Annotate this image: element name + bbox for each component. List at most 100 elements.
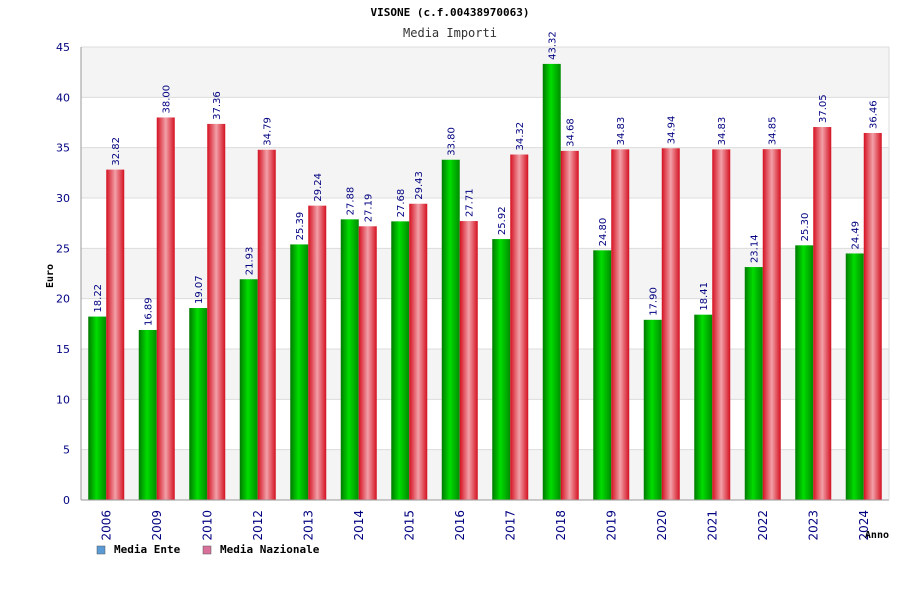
x-tick-label-2021: 2021 bbox=[705, 510, 719, 541]
data-label-media-nazionale-2013: 29.24 bbox=[313, 173, 324, 202]
data-label-media-ente-2019: 24.80 bbox=[598, 218, 609, 247]
data-label-media-nazionale-2006: 32.82 bbox=[111, 137, 122, 166]
bar-media-ente-2019 bbox=[593, 250, 612, 500]
x-tick-label-2024: 2024 bbox=[857, 510, 871, 541]
data-label-media-nazionale-2016: 27.71 bbox=[465, 188, 476, 217]
bar-media-nazionale-2024 bbox=[863, 132, 882, 500]
y-tick-label: 40 bbox=[56, 91, 70, 104]
legend: Media Ente Media Nazionale bbox=[96, 543, 320, 556]
bars bbox=[88, 63, 882, 501]
bar-media-ente-2021 bbox=[694, 314, 713, 500]
bar-media-nazionale-2013 bbox=[308, 205, 327, 500]
x-axis-title: Anno bbox=[865, 530, 889, 541]
bar-media-ente-2018 bbox=[542, 63, 561, 501]
data-label-media-ente-2012: 21.93 bbox=[245, 247, 256, 276]
bar-media-nazionale-2010 bbox=[207, 123, 226, 500]
x-tick-label-2017: 2017 bbox=[503, 510, 517, 541]
bar-media-ente-2020 bbox=[643, 319, 662, 500]
x-tick-label-2006: 2006 bbox=[99, 510, 113, 541]
data-label-media-nazionale-2012: 34.79 bbox=[263, 117, 274, 146]
data-label-media-ente-2018: 43.32 bbox=[548, 31, 559, 60]
data-label-media-nazionale-2024: 36.46 bbox=[869, 100, 880, 129]
data-label-media-nazionale-2009: 38.00 bbox=[162, 85, 173, 114]
data-labels: 18.22 32.82 16.89 38.00 19.07 37.36 21.93 34.79… bbox=[93, 31, 880, 326]
bar-media-nazionale-2023 bbox=[813, 127, 832, 500]
y-tick-label: 10 bbox=[56, 393, 70, 406]
y-tick-label: 0 bbox=[63, 494, 70, 507]
x-tick-label-2009: 2009 bbox=[150, 510, 164, 541]
y-tick-label: 35 bbox=[56, 142, 70, 155]
bar-media-nazionale-2006 bbox=[106, 169, 125, 500]
chart-subtitle: Media Importi bbox=[403, 26, 497, 40]
bar-media-ente-2012 bbox=[239, 279, 258, 500]
x-tick-label-2019: 2019 bbox=[604, 510, 618, 541]
bar-media-nazionale-2014 bbox=[358, 226, 377, 500]
bar-media-nazionale-2019 bbox=[611, 149, 630, 501]
x-tick-label-2018: 2018 bbox=[554, 510, 568, 541]
chart-title: VISONE (c.f.00438970063) bbox=[371, 6, 530, 19]
y-tick-label: 45 bbox=[56, 41, 70, 54]
data-label-media-ente-2013: 25.39 bbox=[295, 212, 306, 241]
data-label-media-nazionale-2023: 37.05 bbox=[818, 94, 829, 123]
y-tick-label: 15 bbox=[56, 343, 70, 356]
data-label-media-nazionale-2017: 34.32 bbox=[515, 122, 526, 151]
legend-label-media-ente: Media Ente bbox=[114, 543, 181, 556]
bar-media-ente-2010 bbox=[189, 308, 208, 500]
bar-media-nazionale-2009 bbox=[156, 117, 175, 500]
data-label-media-nazionale-2015: 29.43 bbox=[414, 171, 425, 200]
plot-band bbox=[81, 47, 889, 98]
y-tick-label: 5 bbox=[63, 444, 70, 457]
bar-media-nazionale-2018 bbox=[560, 150, 579, 500]
data-label-media-ente-2022: 23.14 bbox=[750, 234, 761, 263]
data-label-media-nazionale-2022: 34.85 bbox=[768, 117, 779, 146]
bar-media-ente-2013 bbox=[290, 244, 309, 500]
x-tick-label-2015: 2015 bbox=[402, 510, 416, 541]
x-tick-label-2020: 2020 bbox=[655, 510, 669, 541]
x-tick-labels: 2006 2009 2010 2012 2013 2014 2015 2016 2017 2018… bbox=[99, 510, 871, 541]
data-label-media-ente-2016: 33.80 bbox=[447, 127, 458, 156]
bar-media-ente-2009 bbox=[138, 329, 157, 500]
bar-media-nazionale-2012 bbox=[257, 149, 276, 500]
axes bbox=[80, 47, 890, 501]
x-tick-label-2016: 2016 bbox=[453, 510, 467, 541]
bar-media-nazionale-2020 bbox=[661, 148, 680, 500]
data-label-media-ente-2021: 18.41 bbox=[699, 282, 710, 311]
legend-label-media-nazionale: Media Nazionale bbox=[220, 543, 320, 556]
bar-media-ente-2014 bbox=[340, 219, 359, 500]
data-label-media-nazionale-2020: 34.94 bbox=[667, 116, 678, 145]
bar-media-ente-2024 bbox=[845, 253, 864, 500]
y-tick-labels: 0 5 10 15 20 25 30 35 40 45 bbox=[56, 41, 70, 507]
data-label-media-ente-2010: 19.07 bbox=[194, 275, 205, 304]
data-label-media-nazionale-2014: 27.19 bbox=[364, 194, 375, 223]
x-tick-label-2012: 2012 bbox=[251, 510, 265, 541]
x-tick-label-2014: 2014 bbox=[352, 510, 366, 541]
data-label-media-ente-2023: 25.30 bbox=[800, 213, 811, 242]
bar-media-nazionale-2022 bbox=[762, 149, 781, 500]
bar-media-nazionale-2015 bbox=[409, 203, 428, 500]
y-axis-title: Euro bbox=[45, 264, 56, 288]
x-tick-label-2013: 2013 bbox=[301, 510, 315, 541]
data-label-media-nazionale-2019: 34.83 bbox=[616, 117, 627, 146]
data-label-media-ente-2015: 27.68 bbox=[396, 189, 407, 218]
data-label-media-ente-2009: 16.89 bbox=[144, 297, 155, 326]
bar-media-nazionale-2016 bbox=[459, 221, 478, 500]
x-tick-label-2010: 2010 bbox=[200, 510, 214, 541]
x-tick-label-2023: 2023 bbox=[806, 510, 820, 541]
bar-media-nazionale-2017 bbox=[510, 154, 529, 500]
legend-swatch-media-nazionale bbox=[202, 545, 212, 555]
y-tick-label: 20 bbox=[56, 293, 70, 306]
data-label-media-ente-2017: 25.92 bbox=[497, 206, 508, 235]
data-label-media-ente-2014: 27.88 bbox=[346, 187, 357, 216]
bar-media-ente-2006 bbox=[88, 316, 107, 500]
data-label-media-ente-2006: 18.22 bbox=[93, 284, 104, 313]
legend-swatch-media-ente bbox=[96, 545, 106, 555]
x-tick-label-2022: 2022 bbox=[756, 510, 770, 541]
data-label-media-nazionale-2021: 34.83 bbox=[717, 117, 728, 146]
y-tick-label: 25 bbox=[56, 242, 70, 255]
bar-media-ente-2023 bbox=[795, 245, 814, 500]
bar-media-ente-2015 bbox=[391, 221, 410, 500]
data-label-media-ente-2020: 17.90 bbox=[649, 287, 660, 316]
data-label-media-nazionale-2018: 34.68 bbox=[566, 118, 577, 147]
bar-media-ente-2017 bbox=[492, 239, 511, 500]
